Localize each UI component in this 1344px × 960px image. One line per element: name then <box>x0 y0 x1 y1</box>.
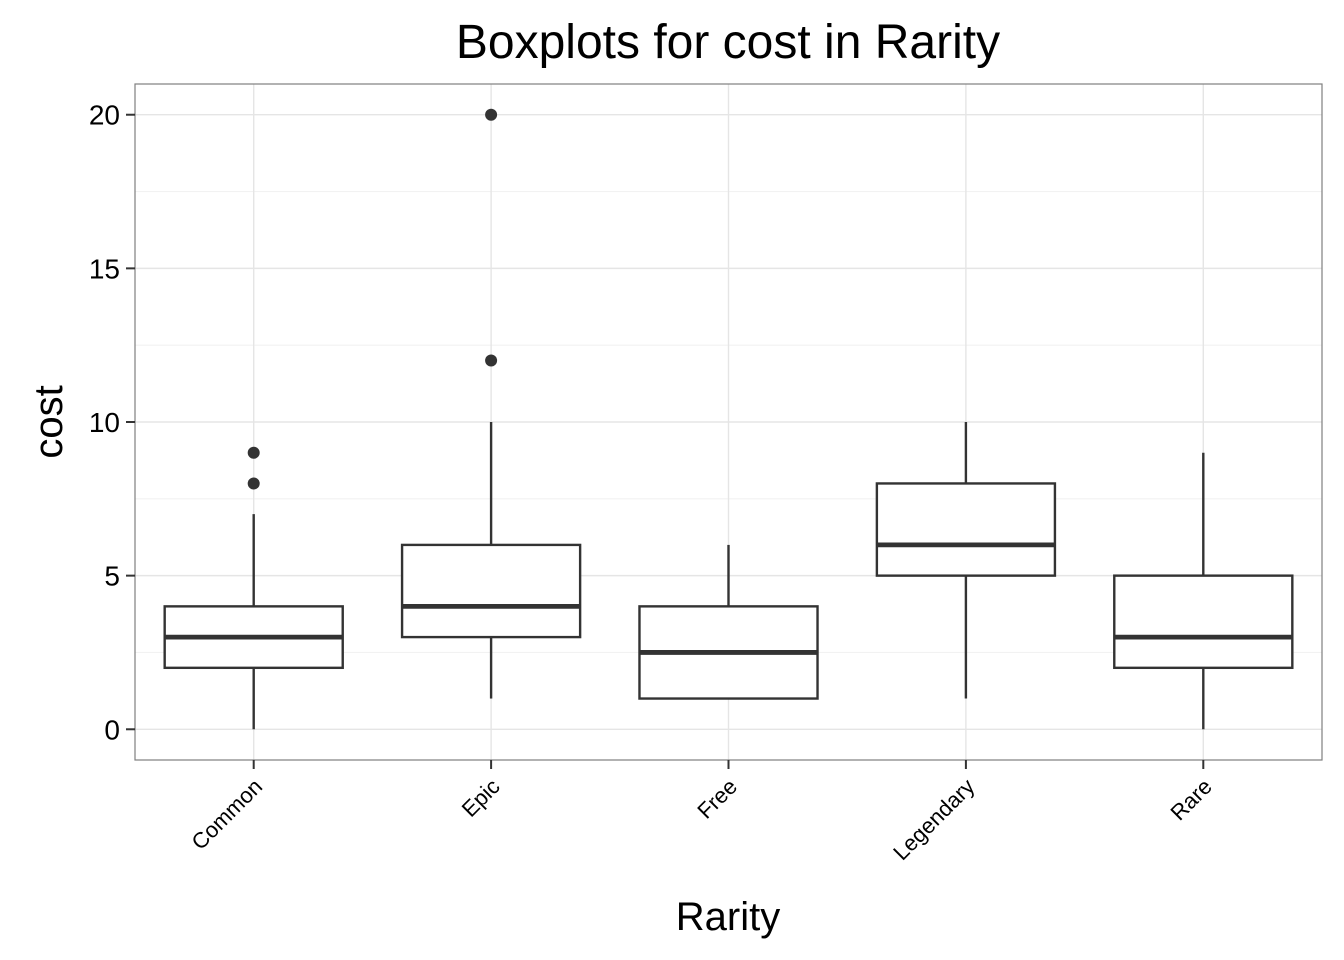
x-axis-title: Rarity <box>676 895 780 939</box>
y-tick-label: 5 <box>104 561 120 592</box>
y-tick-label: 15 <box>89 253 120 284</box>
chart-title: Boxplots for cost in Rarity <box>456 16 1000 69</box>
y-tick-label: 20 <box>89 100 120 131</box>
outlier-point <box>485 354 498 367</box>
box-epic <box>400 108 582 699</box>
x-tick-label: Rare <box>1165 774 1216 825</box>
iqr-box <box>875 482 1057 577</box>
box-common <box>163 446 344 730</box>
x-tick-label: Free <box>692 774 742 824</box>
box-rare <box>1113 452 1294 730</box>
y-tick-label: 0 <box>104 714 120 745</box>
box-legendary <box>875 422 1057 699</box>
x-tick-label: Common <box>186 774 267 855</box>
iqr-box <box>1113 574 1294 670</box>
outlier-point <box>247 477 260 490</box>
x-tick-label: Legendary <box>888 774 979 865</box>
y-tick-label: 10 <box>89 407 120 438</box>
y-axis-title: cost <box>27 385 71 458</box>
boxes <box>163 108 1294 730</box>
outlier-point <box>247 446 260 459</box>
iqr-box <box>400 543 582 639</box>
outlier-point <box>485 108 498 121</box>
x-tick-label: Epic <box>457 774 505 822</box>
box-free <box>638 544 819 700</box>
